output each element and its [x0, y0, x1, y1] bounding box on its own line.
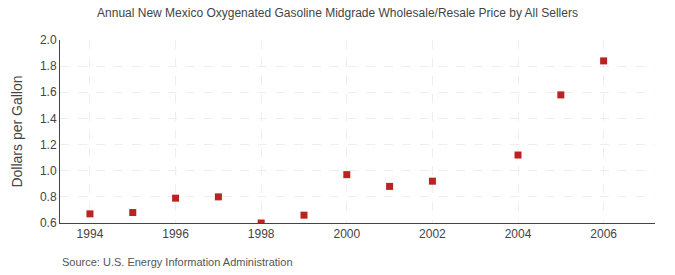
svg-text:Dollars per Gallon: Dollars per Gallon — [9, 75, 25, 187]
svg-text:1994: 1994 — [77, 227, 104, 241]
svg-text:0.6: 0.6 — [40, 216, 57, 230]
svg-text:1.4: 1.4 — [40, 112, 57, 126]
svg-text:1.0: 1.0 — [40, 164, 57, 178]
svg-text:1996: 1996 — [162, 227, 189, 241]
svg-text:2006: 2006 — [590, 227, 617, 241]
svg-text:2000: 2000 — [333, 227, 360, 241]
svg-text:1.8: 1.8 — [40, 59, 57, 73]
svg-text:Annual New Mexico Oxygenated G: Annual New Mexico Oxygenated Gasoline Mi… — [97, 6, 578, 20]
svg-text:Source: U.S. Energy Informatio: Source: U.S. Energy Information Administ… — [62, 256, 293, 268]
svg-text:2.0: 2.0 — [40, 33, 57, 47]
svg-text:0.8: 0.8 — [40, 190, 57, 204]
svg-text:1.6: 1.6 — [40, 85, 57, 99]
svg-text:1.2: 1.2 — [40, 138, 57, 152]
svg-text:2004: 2004 — [505, 227, 532, 241]
svg-text:2002: 2002 — [419, 227, 446, 241]
svg-text:1998: 1998 — [248, 227, 275, 241]
